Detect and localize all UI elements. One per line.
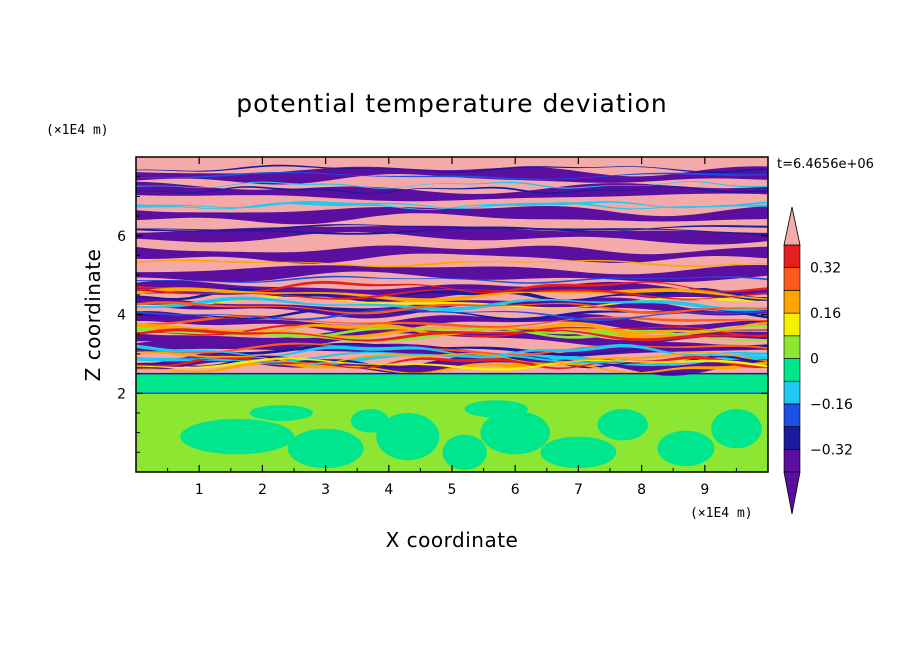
stratified-band <box>136 338 768 360</box>
contour-filament <box>136 288 768 300</box>
contour-filament <box>136 201 768 210</box>
chart-title: potential temperature deviation <box>236 89 667 118</box>
colorbar-under-arrow <box>783 471 801 515</box>
colorbar-bin <box>783 358 801 382</box>
contour-filament <box>136 328 768 342</box>
contour-blob <box>180 418 294 455</box>
contour-blob <box>350 409 389 433</box>
contour-filament <box>136 342 768 356</box>
stratified-band <box>136 206 768 225</box>
x-axis-label: X coordinate <box>386 528 519 552</box>
x-tick-label: 2 <box>258 482 267 498</box>
stratified-band <box>136 166 768 185</box>
contour-blob <box>442 434 487 471</box>
stratified-band <box>136 181 768 202</box>
colorbar-bin <box>783 290 801 314</box>
contour-field <box>136 157 768 472</box>
colorbar-bin <box>783 380 801 405</box>
y-tick-label: 6 <box>117 229 126 245</box>
stratified-band <box>136 245 768 264</box>
contour-blob <box>376 412 440 461</box>
x-tick-label: 5 <box>448 482 457 498</box>
colorbar-over-arrow <box>783 206 801 246</box>
contour-filament <box>136 224 768 232</box>
contour-blob <box>464 400 528 418</box>
colorbar-bin <box>783 448 801 473</box>
contour-filament <box>136 164 768 173</box>
x-tick-label: 6 <box>511 482 520 498</box>
colorbar: 0.32 0.16 0 −0.16 −0.32 <box>783 206 853 515</box>
contour-filament <box>136 295 768 309</box>
colorbar-label: 0 <box>810 352 819 368</box>
contour-filament <box>136 171 768 180</box>
colorbar-bin <box>783 403 801 427</box>
x-tick-label: 3 <box>321 482 330 498</box>
contour-blob <box>711 409 762 449</box>
x-tick-label: 9 <box>700 482 709 498</box>
contour-filament <box>136 351 768 364</box>
x-unit-label: (×1E4 m) <box>690 506 753 521</box>
contour-filament <box>136 301 768 315</box>
colorbar-label: 0.16 <box>810 306 841 322</box>
stratified-band <box>136 225 768 245</box>
colorbar-label: 0.32 <box>810 261 841 277</box>
x-tick-label: 4 <box>384 482 393 498</box>
contour-filament <box>136 357 768 371</box>
contour-filament <box>136 275 768 284</box>
contour-blob <box>249 405 313 421</box>
contour-blob <box>480 410 550 455</box>
contour-filament <box>136 259 768 268</box>
x-axis: 1 2 3 4 5 6 7 8 9 <box>167 157 737 498</box>
contour-filament <box>136 307 768 321</box>
colorbar-label: −0.16 <box>810 397 853 413</box>
colorbar-bin <box>783 244 801 269</box>
mixed-band <box>136 373 768 394</box>
colorbar-bin <box>783 267 801 291</box>
contour-filament <box>136 315 768 328</box>
x-tick-label: 8 <box>637 482 646 498</box>
colorbar-bin <box>783 312 801 337</box>
x-tick-label: 7 <box>574 482 583 498</box>
y-axis-label: Z coordinate <box>81 249 105 382</box>
contour-filament <box>136 351 768 365</box>
contour-filament <box>136 325 768 339</box>
contour-blob <box>287 428 364 469</box>
contour-blob <box>657 430 715 467</box>
contour-filament <box>136 343 768 358</box>
stratified-band <box>136 351 768 376</box>
stratified-band <box>136 295 768 319</box>
y-unit-label: (×1E4 m) <box>46 123 109 138</box>
y-axis: 2 4 6 <box>117 176 768 453</box>
contour-filament <box>136 296 768 312</box>
contour-blob <box>540 436 617 469</box>
time-label: t=6.4656e+06 <box>777 157 874 172</box>
stratified-band <box>136 327 768 347</box>
x-tick-label: 1 <box>195 482 204 498</box>
y-tick-label: 2 <box>117 386 126 402</box>
colorbar-bin <box>783 426 801 450</box>
y-tick-label: 4 <box>117 308 126 324</box>
colorbar-label: −0.32 <box>810 442 853 458</box>
contour-blob <box>597 409 648 441</box>
contour-filament <box>136 181 768 189</box>
contour-filament <box>136 227 768 235</box>
contour-filament <box>136 280 768 294</box>
colorbar-bin <box>783 335 801 359</box>
